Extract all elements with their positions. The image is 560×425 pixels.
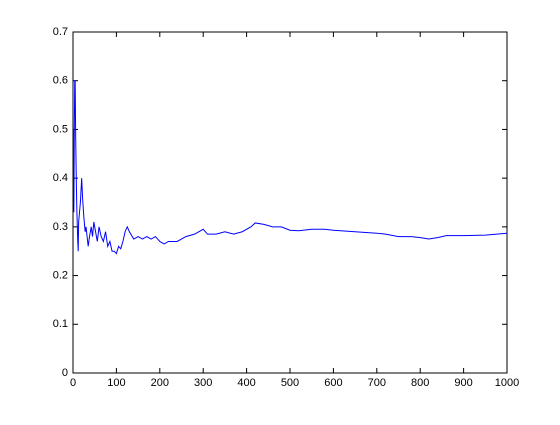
x-tick-label: 300 bbox=[194, 377, 212, 389]
data-line bbox=[72, 80, 508, 255]
x-tick-label: 500 bbox=[281, 377, 299, 389]
x-tick-label: 1000 bbox=[495, 377, 519, 389]
y-tick-label: 0.3 bbox=[53, 221, 68, 233]
x-tick-label: 200 bbox=[151, 377, 169, 389]
x-tick-label: 0 bbox=[70, 377, 76, 389]
x-tick-label: 700 bbox=[368, 377, 386, 389]
y-tick-label: 0.6 bbox=[53, 75, 68, 87]
x-tick-label: 800 bbox=[411, 377, 429, 389]
x-tick-label: 900 bbox=[454, 377, 472, 389]
y-tick-label: 0.7 bbox=[53, 26, 68, 38]
y-tick-label: 0 bbox=[62, 367, 68, 379]
x-tick-label: 100 bbox=[107, 377, 125, 389]
x-tick-label: 600 bbox=[324, 377, 342, 389]
x-tick-label: 400 bbox=[237, 377, 255, 389]
y-tick-label: 0.1 bbox=[53, 318, 68, 330]
y-tick-label: 0.2 bbox=[53, 269, 68, 281]
plot-area bbox=[72, 31, 508, 374]
y-tick-label: 0.5 bbox=[53, 123, 68, 135]
y-tick-label: 0.4 bbox=[53, 172, 68, 184]
